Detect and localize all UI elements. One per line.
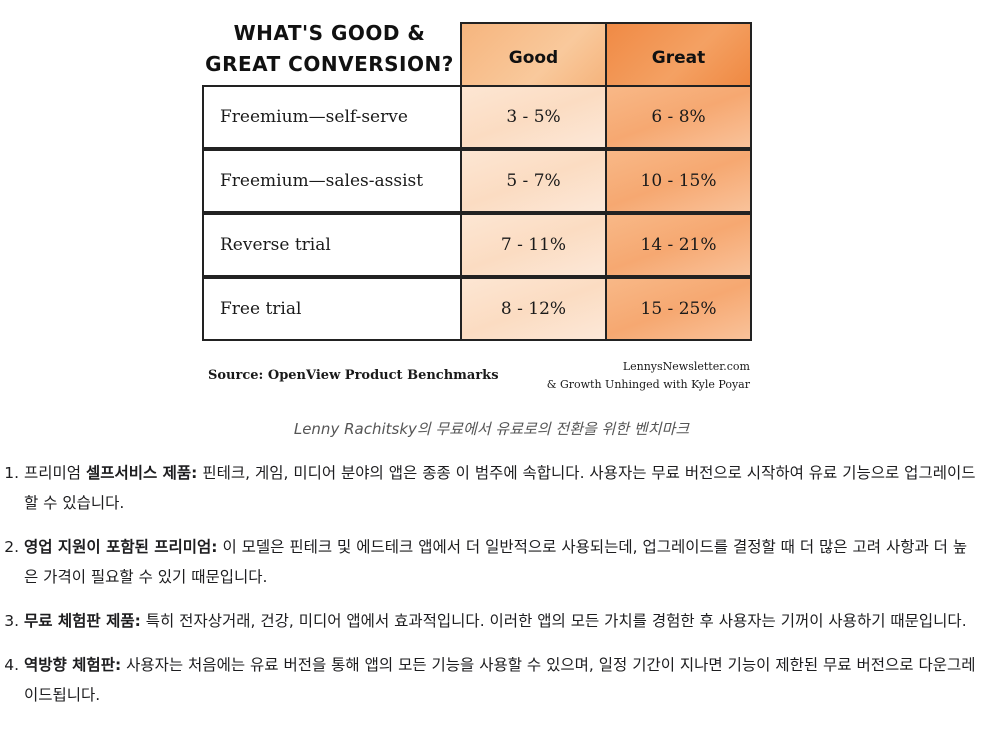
item-text: 특히 전자상거래, 건강, 미디어 앱에서 효과적입니다. 이러한 앱의 모든 …: [140, 612, 967, 630]
item-text: 핀테크, 게임, 미디어 분야의 앱은 종종 이 범주에 속합니다. 사용자는 …: [24, 464, 976, 512]
list-item: 무료 체험판 제품: 특히 전자상거래, 건강, 미디어 앱에서 효과적입니다.…: [24, 606, 980, 636]
cell-good: 8 - 12%: [460, 277, 607, 341]
figure-title-line-1: WHAT'S GOOD &: [233, 21, 426, 45]
row-label: Freemium—sales-assist: [202, 149, 462, 213]
cell-great: 14 - 21%: [605, 213, 752, 277]
cell-good: 5 - 7%: [460, 149, 607, 213]
item-term: 셀프서비스 제품:: [85, 464, 198, 482]
cell-good: 3 - 5%: [460, 85, 607, 149]
figure-title: WHAT'S GOOD & GREAT CONVERSION?: [202, 18, 457, 80]
conversion-model-list: 프리미엄 셀프서비스 제품: 핀테크, 게임, 미디어 분야의 앱은 종종 이 …: [0, 458, 980, 724]
conversion-benchmark-figure: WHAT'S GOOD & GREAT CONVERSION? Good Gre…: [198, 14, 760, 398]
row-label: Reverse trial: [202, 213, 462, 277]
credit-line-1: LennysNewsletter.com: [622, 360, 750, 373]
list-item: 프리미엄 셀프서비스 제품: 핀테크, 게임, 미디어 분야의 앱은 종종 이 …: [24, 458, 980, 518]
item-term: 역방향 체험판:: [24, 656, 122, 674]
figure-title-line-2: GREAT CONVERSION?: [205, 52, 454, 76]
item-prefix: 프리미엄: [24, 464, 86, 482]
figure-credit: LennysNewsletter.com & Growth Unhinged w…: [547, 358, 750, 394]
item-term: 영업 지원이 포함된 프리미엄:: [24, 538, 218, 556]
cell-great: 6 - 8%: [605, 85, 752, 149]
cell-great: 10 - 15%: [605, 149, 752, 213]
list-item: 역방향 체험판: 사용자는 처음에는 유료 버전을 통해 앱의 모든 기능을 사…: [24, 650, 980, 710]
row-label: Freemium—self-serve: [202, 85, 462, 149]
list-item: 영업 지원이 포함된 프리미엄: 이 모델은 핀테크 및 에드테크 앱에서 더 …: [24, 532, 980, 592]
cell-great: 15 - 25%: [605, 277, 752, 341]
item-text: 이 모델은 핀테크 및 에드테크 앱에서 더 일반적으로 사용되는데, 업그레이…: [24, 538, 968, 586]
figure-source: Source: OpenView Product Benchmarks: [208, 368, 499, 383]
cell-good: 7 - 11%: [460, 213, 607, 277]
item-text: 사용자는 처음에는 유료 버전을 통해 앱의 모든 기능을 사용할 수 있으며,…: [24, 656, 976, 704]
column-header-good: Good: [460, 22, 607, 94]
item-term: 무료 체험판 제품:: [24, 612, 141, 630]
column-header-great: Great: [605, 22, 752, 94]
benchmark-table: Good Great Freemium—self-serve 3 - 5% 6 …: [198, 14, 760, 398]
row-label: Free trial: [202, 277, 462, 341]
figure-caption: Lenny Rachitsky의 무료에서 유료로의 전환을 위한 벤치마크: [293, 420, 690, 438]
credit-line-2: & Growth Unhinged with Kyle Poyar: [546, 378, 750, 391]
